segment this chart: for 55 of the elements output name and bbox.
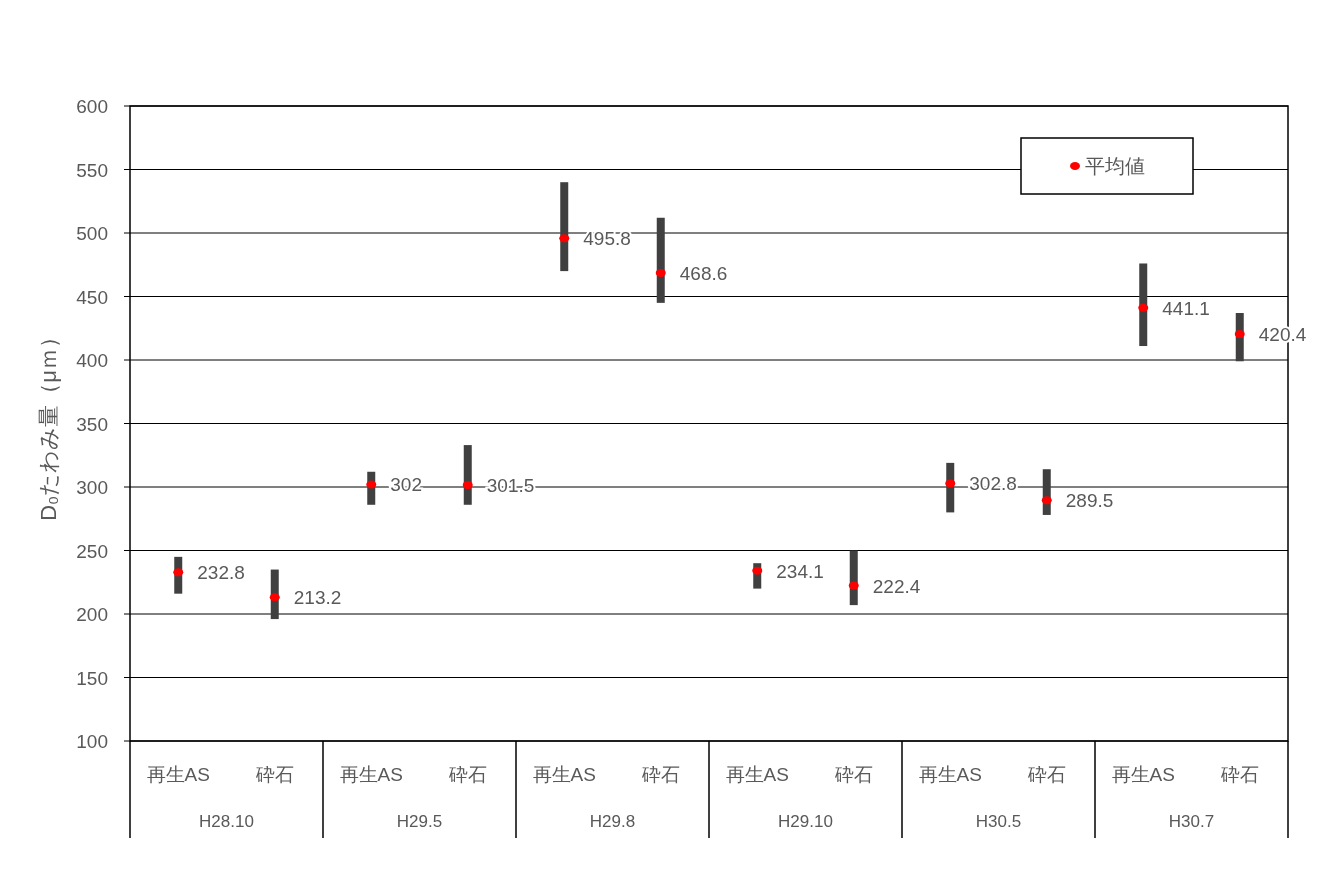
text: H29.5 — [396, 812, 443, 831]
point — [1138, 303, 1149, 312]
legend-label: 平均値 — [1085, 155, 1145, 177]
x-tick-label: 再生AS — [146, 764, 210, 785]
x-tick-label: 再生AS — [918, 764, 982, 785]
data-label: 441.1 — [1162, 297, 1210, 319]
data-label: 468.6 — [679, 262, 728, 284]
data-label: 232.8 — [197, 562, 245, 584]
text: H29.8 — [589, 812, 636, 831]
y-tick-label: 400 — [76, 350, 108, 371]
point — [269, 593, 280, 602]
point — [945, 479, 956, 488]
point — [752, 566, 763, 575]
y-tick-label: 350 — [76, 413, 108, 435]
data-label: 222.4 — [872, 575, 921, 597]
y-axis-title: D₀たわみ量（μｍ） — [36, 326, 61, 521]
y-tick-label: 500 — [76, 223, 108, 244]
y-tick-label: 300 — [76, 477, 108, 498]
text: H30.5 — [975, 812, 1022, 831]
y-tick-label: 200 — [76, 604, 108, 625]
y-tick-label: 100 — [76, 731, 108, 752]
data-label: 234.1 — [776, 560, 824, 582]
point — [366, 480, 377, 489]
point — [559, 234, 570, 243]
x-tick-label: 砕石 — [833, 764, 873, 785]
x-tick-label: 再生AS — [532, 764, 596, 785]
y-tick-label: 150 — [76, 667, 108, 689]
bar — [560, 182, 569, 272]
legend: 平均値 — [1020, 137, 1194, 195]
data-label: 495.8 — [583, 228, 631, 250]
bar — [1139, 263, 1148, 347]
x-tick-label: 砕石 — [447, 764, 487, 785]
y-tick-label: 600 — [76, 96, 108, 117]
text: H29.10 — [778, 812, 833, 831]
x-tick-label: 砕石 — [640, 764, 680, 785]
text: H28.10 — [199, 812, 254, 831]
x-tick-label: 砕石 — [1026, 764, 1066, 785]
point — [1234, 330, 1245, 339]
data-label: 289.5 — [1065, 490, 1114, 512]
x-tick-label: 砕石 — [1219, 764, 1259, 785]
x-tick-label: 再生AS — [1111, 764, 1175, 785]
text: H30.7 — [1168, 812, 1215, 831]
x-tick-label: 再生AS — [339, 764, 403, 785]
x-tick-label: 砕石 — [254, 764, 294, 785]
point — [655, 268, 666, 277]
point — [462, 481, 473, 490]
point — [848, 581, 859, 590]
x-tick-label: 再生AS — [725, 764, 789, 785]
point — [1041, 496, 1052, 505]
point — [173, 568, 184, 577]
data-label: 213.2 — [293, 587, 342, 609]
y-tick-label: 450 — [76, 286, 108, 308]
y-tick-label: 250 — [76, 540, 108, 562]
y-tick-label: 550 — [76, 159, 108, 181]
bar — [656, 217, 665, 303]
